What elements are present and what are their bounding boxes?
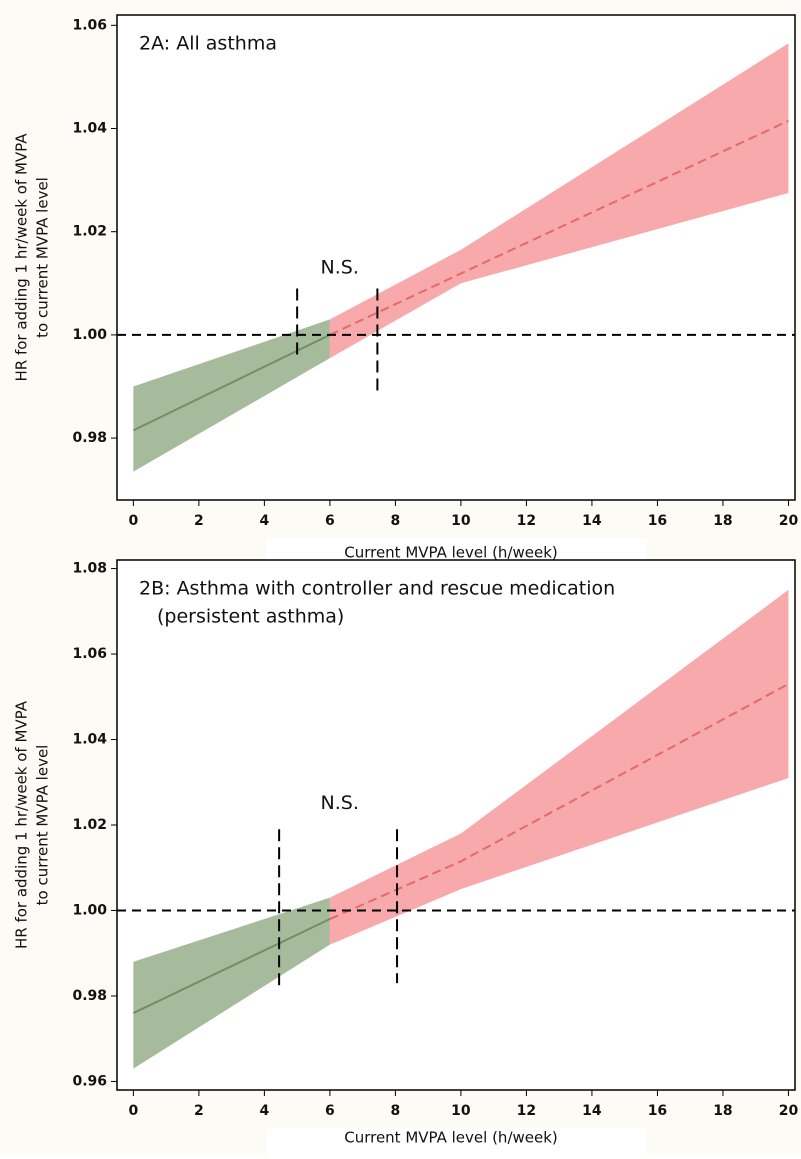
confidence-band <box>329 589 789 945</box>
y-tick-label: 1.04 <box>72 121 107 137</box>
y-axis-label: HR for adding 1 hr/week of MVPA <box>13 700 31 949</box>
x-tick-label: 6 <box>325 1103 335 1119</box>
x-tick-label: 6 <box>325 513 335 529</box>
x-tick-label: 0 <box>129 1103 139 1119</box>
x-tick-label: 12 <box>517 513 536 529</box>
annotation: N.S. <box>321 256 359 278</box>
panel-title: 2A: All asthma <box>139 33 277 55</box>
x-tick-label: 0 <box>129 513 139 529</box>
panel-title: (persistent asthma) <box>157 606 344 628</box>
x-tick-label: 4 <box>260 1103 270 1119</box>
x-tick-label: 16 <box>648 513 667 529</box>
x-tick-label: 14 <box>582 1103 602 1119</box>
y-tick-label: 1.00 <box>72 327 107 343</box>
x-tick-label: 2 <box>194 513 204 529</box>
x-label-backdrop <box>267 1128 647 1159</box>
y-tick-label: 1.06 <box>72 17 107 33</box>
x-tick-label: 18 <box>713 513 732 529</box>
x-tick-label: 20 <box>779 513 799 529</box>
x-tick-label: 8 <box>391 1103 401 1119</box>
x-tick-label: 12 <box>517 1103 536 1119</box>
x-tick-label: 4 <box>260 513 270 529</box>
hr-line <box>329 683 789 920</box>
y-tick-label: 1.06 <box>72 646 107 662</box>
y-tick-label: 0.98 <box>72 988 107 1004</box>
y-tick-label: 1.04 <box>72 732 107 748</box>
x-tick-label: 18 <box>713 1103 732 1119</box>
x-tick-label: 14 <box>582 513 602 529</box>
y-axis-label: to current MVPA level <box>34 177 52 338</box>
x-tick-label: 10 <box>451 1103 471 1119</box>
y-tick-label: 1.02 <box>72 224 107 240</box>
y-tick-label: 1.00 <box>72 902 107 918</box>
confidence-band <box>329 43 789 359</box>
plot-frame <box>116 14 796 501</box>
panel-title: 2B: Asthma with controller and rescue me… <box>139 578 615 600</box>
confidence-band <box>133 319 330 472</box>
x-axis-label: Current MVPA level (h/week) <box>344 544 558 562</box>
y-axis-label: to current MVPA level <box>34 745 52 906</box>
hr-line <box>132 918 331 1014</box>
x-axis-label: Current MVPA level (h/week) <box>344 1129 558 1147</box>
x-tick-label: 8 <box>391 513 401 529</box>
x-tick-label: 10 <box>451 513 471 529</box>
confidence-band <box>133 897 330 1069</box>
y-tick-label: 1.08 <box>72 561 107 577</box>
x-tick-label: 20 <box>779 1103 799 1119</box>
y-tick-label: 0.96 <box>72 1073 107 1089</box>
y-axis-label: HR for adding 1 hr/week of MVPA <box>13 133 31 382</box>
y-tick-label: 0.98 <box>72 430 107 446</box>
hr-line <box>329 119 789 336</box>
x-tick-label: 2 <box>194 1103 204 1119</box>
annotation: N.S. <box>321 792 359 814</box>
x-tick-label: 16 <box>648 1103 667 1119</box>
y-tick-label: 1.02 <box>72 817 107 833</box>
